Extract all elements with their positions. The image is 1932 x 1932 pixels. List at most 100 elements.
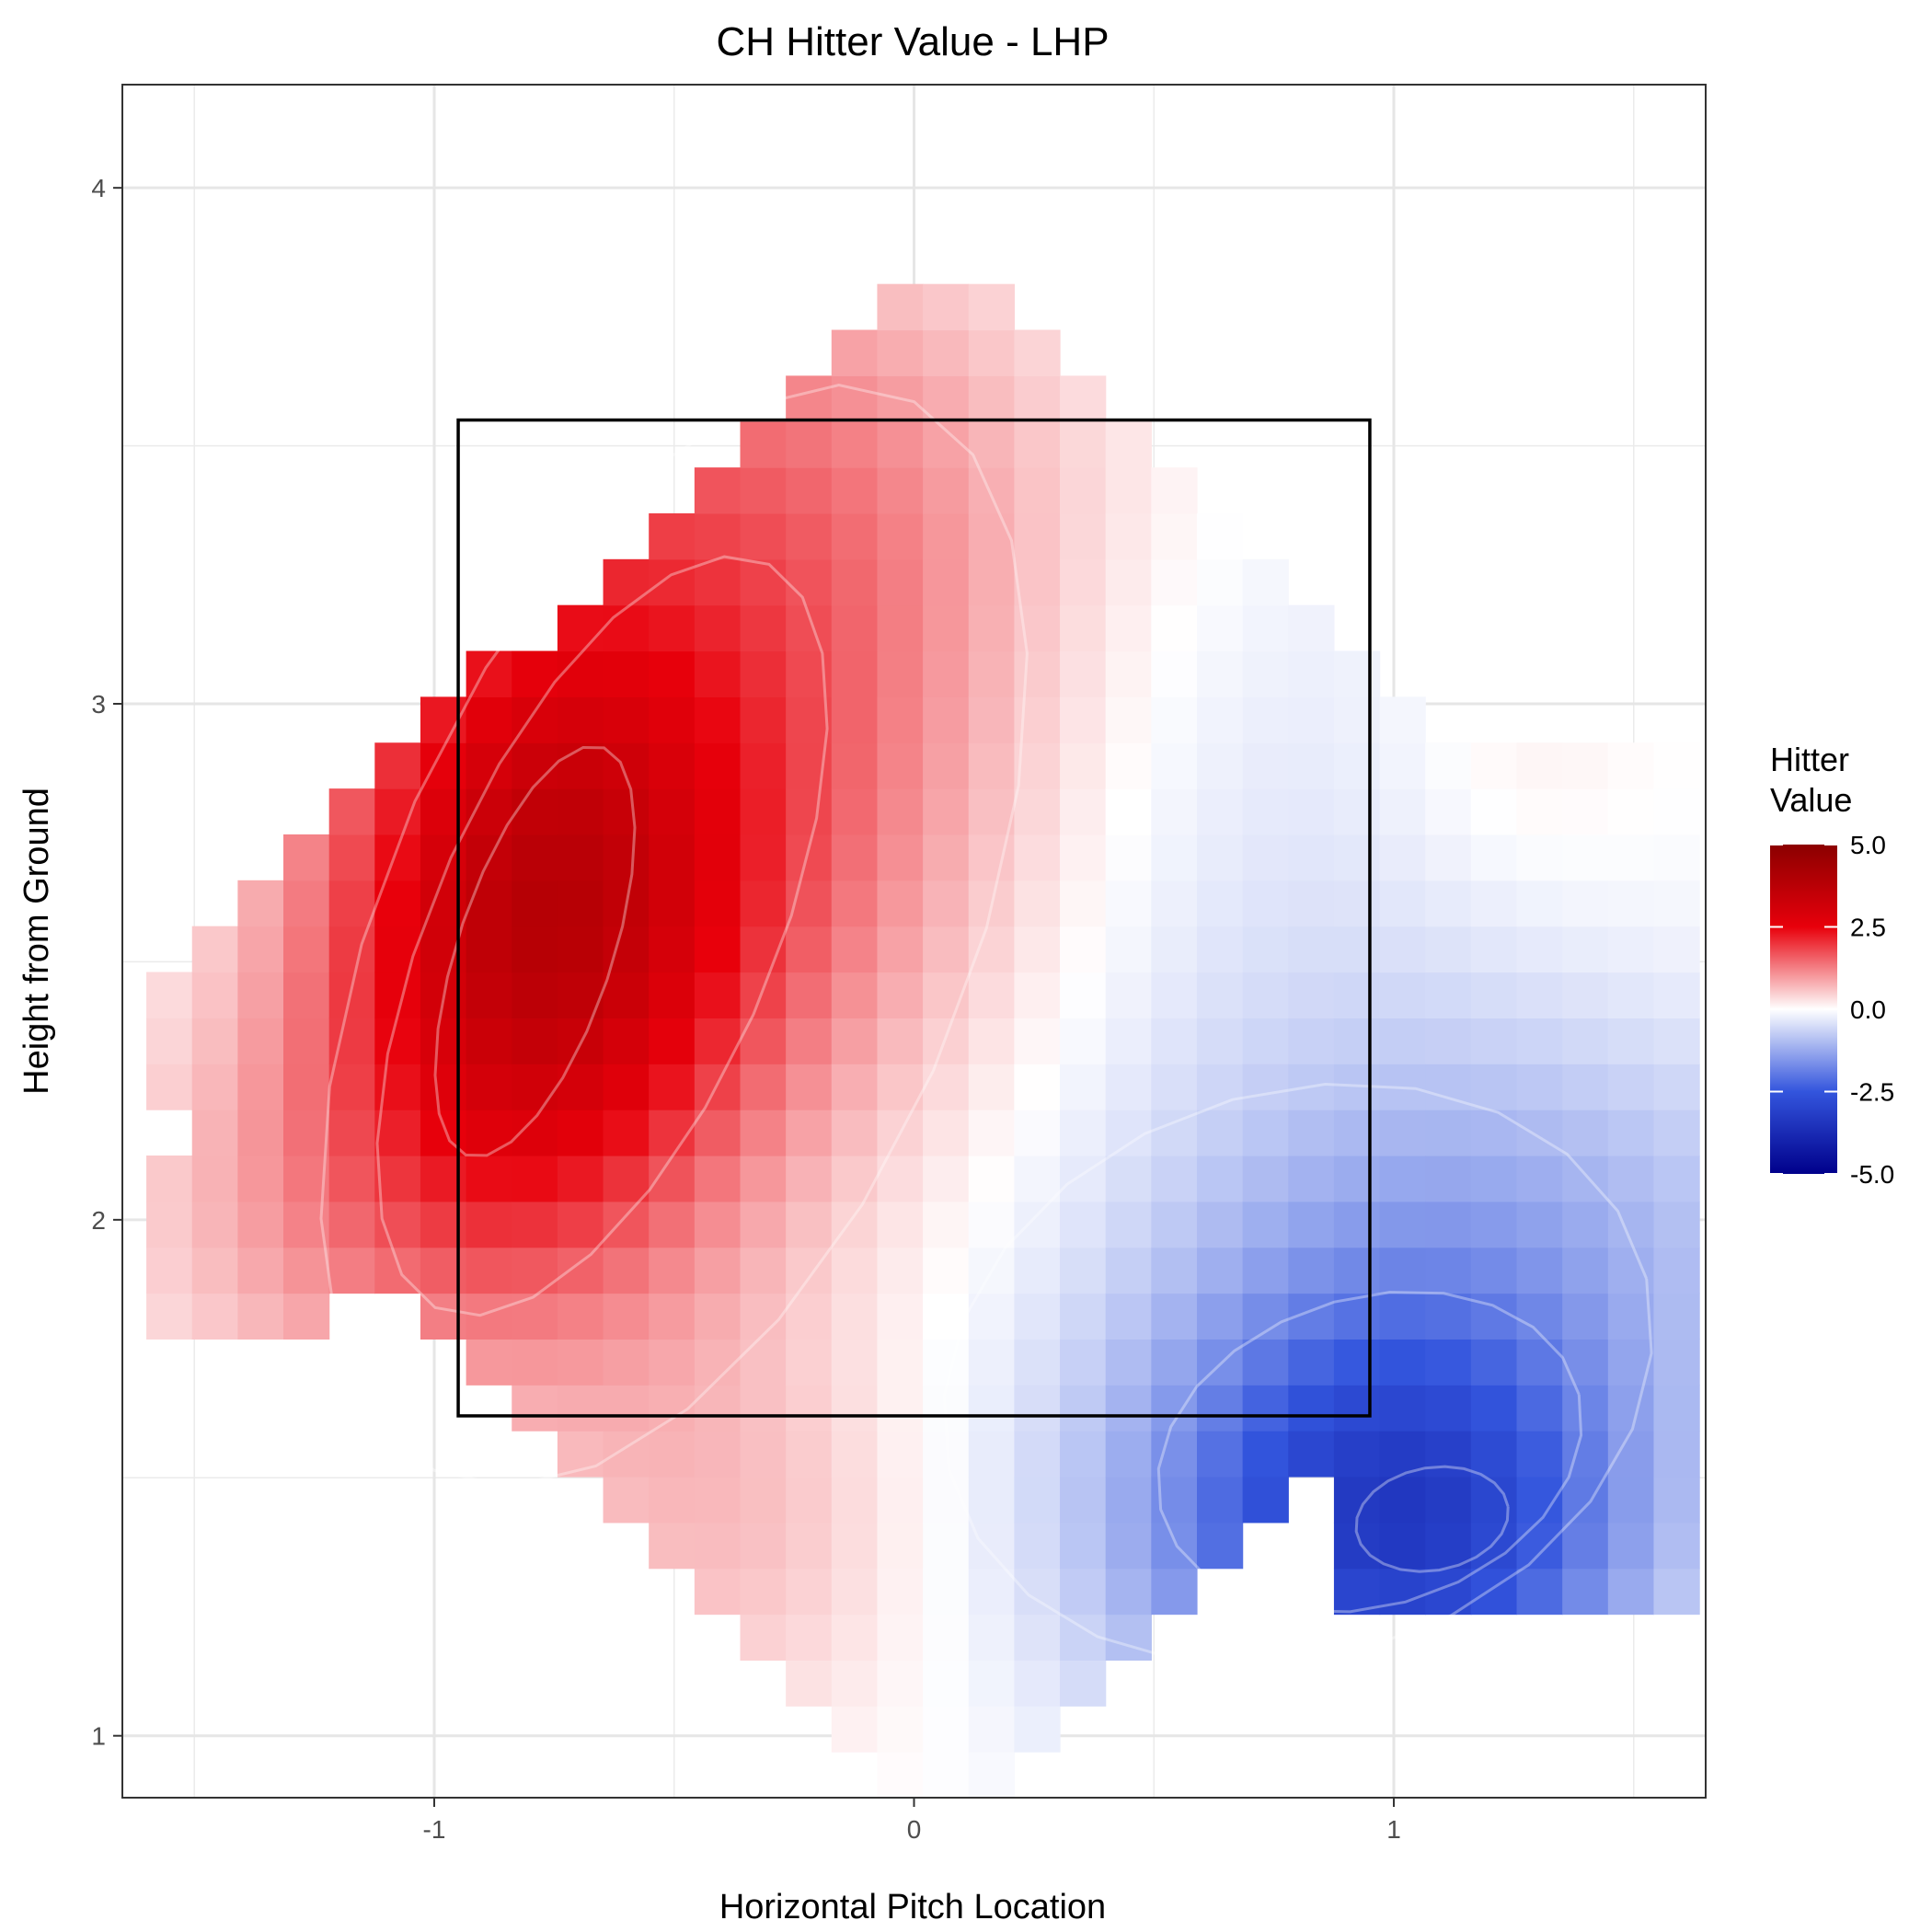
heatmap-tile bbox=[877, 1476, 924, 1524]
heatmap-tile bbox=[1151, 512, 1198, 560]
heatmap-tile bbox=[1060, 375, 1107, 422]
heatmap-tile bbox=[786, 421, 833, 468]
heatmap-tile bbox=[649, 1339, 696, 1386]
heatmap-tile bbox=[649, 1293, 696, 1340]
heatmap-tile bbox=[877, 604, 924, 652]
heatmap-tile bbox=[1105, 1522, 1152, 1570]
heatmap-tile bbox=[877, 880, 924, 927]
heatmap-tile bbox=[1333, 834, 1381, 881]
legend-label: -2.5 bbox=[1850, 1078, 1894, 1107]
heatmap-tile bbox=[374, 1247, 421, 1294]
heatmap-tile bbox=[1425, 1293, 1472, 1340]
heatmap-tile bbox=[1607, 742, 1655, 789]
heatmap-tile bbox=[283, 880, 330, 927]
heatmap-tile bbox=[1105, 1293, 1152, 1340]
heatmap-tile bbox=[1333, 1522, 1381, 1570]
heatmap-tile bbox=[603, 1155, 650, 1202]
heatmap-tile bbox=[649, 1476, 696, 1524]
heatmap-tile bbox=[1562, 1201, 1609, 1248]
heatmap-tile bbox=[923, 1018, 970, 1064]
heatmap-tile bbox=[923, 1064, 970, 1110]
heatmap-tile bbox=[1470, 880, 1518, 927]
heatmap-tile bbox=[603, 1476, 650, 1524]
heatmap-tile bbox=[968, 1339, 1015, 1386]
heatmap-tile bbox=[1562, 1155, 1609, 1202]
heatmap-tile bbox=[877, 1155, 924, 1202]
heatmap-tile bbox=[1105, 421, 1152, 468]
heatmap-tile bbox=[968, 467, 1015, 514]
heatmap-tile bbox=[1333, 1476, 1381, 1524]
heatmap-tile bbox=[694, 1522, 742, 1570]
heatmap-tile bbox=[740, 972, 787, 1018]
heatmap-tile bbox=[237, 1155, 284, 1202]
heatmap-tile bbox=[603, 1431, 650, 1478]
legend-label: 5.0 bbox=[1850, 831, 1886, 859]
heatmap-tile bbox=[1151, 1385, 1198, 1432]
heatmap-tile bbox=[1562, 1568, 1609, 1616]
heatmap-tile bbox=[1014, 696, 1061, 743]
heatmap-tile bbox=[1425, 1339, 1472, 1386]
heatmap-tile bbox=[694, 1293, 742, 1340]
heatmap-tile bbox=[694, 834, 742, 881]
heatmap-tile bbox=[694, 788, 742, 835]
heatmap-tile bbox=[877, 558, 924, 606]
heatmap-tile bbox=[283, 1155, 330, 1202]
heatmap-tile bbox=[877, 1522, 924, 1570]
heatmap-tile bbox=[283, 1201, 330, 1248]
heatmap-tile bbox=[923, 1431, 970, 1478]
heatmap-tile bbox=[1151, 650, 1198, 697]
heatmap-tile bbox=[923, 329, 970, 376]
heatmap-tile bbox=[1653, 1568, 1700, 1616]
heatmap-tile bbox=[1470, 926, 1518, 973]
heatmap-tile bbox=[740, 696, 787, 743]
heatmap-tile bbox=[1470, 834, 1518, 881]
heatmap-tile bbox=[923, 742, 970, 789]
heatmap-tile bbox=[1653, 1018, 1700, 1064]
heatmap-tile bbox=[1014, 1339, 1061, 1386]
heatmap-tile bbox=[968, 1110, 1015, 1156]
heatmap-tile bbox=[1105, 1155, 1152, 1202]
heatmap-tile bbox=[1470, 1018, 1518, 1064]
heatmap-tile bbox=[603, 1018, 650, 1064]
heatmap-tile bbox=[968, 329, 1015, 376]
heatmap-tile bbox=[1151, 1110, 1198, 1156]
heatmap-tile bbox=[1516, 1201, 1563, 1248]
heatmap-tile bbox=[877, 1018, 924, 1064]
heatmap-tile bbox=[466, 1247, 512, 1294]
heatmap-tile bbox=[1425, 1247, 1472, 1294]
heatmap-tile bbox=[1653, 1293, 1700, 1340]
heatmap-tile bbox=[649, 1522, 696, 1570]
heatmap-tile bbox=[1196, 1064, 1244, 1110]
heatmap-tile bbox=[466, 1293, 512, 1340]
heatmap-tile bbox=[1151, 972, 1198, 1018]
heatmap-tile bbox=[557, 880, 604, 927]
contour-line bbox=[433, 745, 637, 1157]
heatmap-tile bbox=[1562, 1385, 1609, 1432]
heatmap-tile bbox=[877, 1431, 924, 1478]
heatmap-tile bbox=[1242, 1110, 1289, 1156]
heatmap-tile bbox=[237, 1110, 284, 1156]
heatmap-tile bbox=[1333, 650, 1381, 697]
heatmap-tile bbox=[786, 1522, 833, 1570]
heatmap-tile bbox=[191, 926, 238, 973]
heatmap-tile bbox=[1060, 650, 1107, 697]
legend: Hitter Value 5.0 2.5 0.0 -2.5 -5.0 bbox=[1770, 741, 1894, 1189]
heatmap-tile bbox=[1425, 1110, 1472, 1156]
heatmap-tile bbox=[1425, 1064, 1472, 1110]
heatmap-tile bbox=[694, 972, 742, 1018]
heatmap-tile bbox=[877, 1752, 924, 1799]
contour-line bbox=[375, 555, 829, 1317]
heatmap-tile bbox=[968, 696, 1015, 743]
legend-label: 2.5 bbox=[1850, 914, 1886, 942]
heatmap-tile bbox=[283, 972, 330, 1018]
heatmap-tile bbox=[968, 283, 1015, 331]
heatmap-tile bbox=[1607, 788, 1655, 835]
heatmap-tile bbox=[191, 1293, 238, 1340]
heatmap-tile bbox=[1333, 696, 1381, 743]
heatmap-tile bbox=[1288, 650, 1335, 697]
heatmap-tile bbox=[328, 1018, 375, 1064]
heatmap-tile bbox=[1607, 1431, 1655, 1478]
heatmap-tile bbox=[831, 604, 879, 652]
heatmap-tile bbox=[1425, 1431, 1472, 1478]
